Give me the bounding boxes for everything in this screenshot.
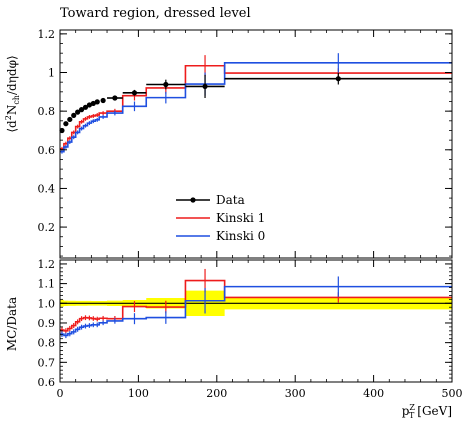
legend-marker-data [190,197,196,203]
x-tick-label: 0 [57,387,64,400]
ratio-series-1-line [60,285,452,337]
ratio-plot-panel: 0.6 0.7 0.8 0.9 1.0 1.1 1.2 0 100 200 300 400 500 [38,258,463,400]
legend-label-data: Data [216,193,245,207]
x-tick-label: 300 [285,387,306,400]
data-point [335,76,341,82]
ratio-series-kinski-0 [60,276,452,339]
y-tick-label: 0.2 [38,221,56,234]
y-tick-label: 0.8 [38,105,56,118]
legend: Data Kinski 1 Kinski 0 [176,193,265,243]
y-tick-label: 1.2 [38,258,56,271]
data-point [90,100,96,107]
data-point [86,102,92,108]
data-point [131,90,138,96]
y-tick-label: 0.6 [38,144,56,157]
x-tick-label: 200 [206,387,227,400]
x-tick-label: 500 [442,387,463,400]
y-axis-label-main: ⟨d2Nch/dηdφ⟩ [4,55,21,132]
ratio-series-kinski-1 [60,268,452,334]
data-point [75,109,81,115]
data-point [67,116,73,123]
y-tick-label: 0.8 [38,337,56,350]
main-frame [59,29,453,259]
main-plot-panel: 0.2 0.4 0.6 0.8 1 1.2 [38,28,453,259]
y-tick-label: 1.2 [38,28,56,41]
legend-label-series: Kinski 0 [216,229,265,243]
data-point [100,97,106,104]
y-tick-label: 1.0 [38,297,56,310]
legend-label-series: Kinski 1 [216,211,265,225]
ratio-frame [59,259,453,383]
x-tick-label: 400 [363,387,384,400]
data-point [71,112,77,119]
data-point [82,104,89,110]
series-1-line [60,62,452,153]
y-axis-label-ratio: MC/Data [5,297,19,351]
data-point [163,81,169,88]
ratio-content [60,268,452,339]
y-tick-label: 0.6 [38,376,56,389]
series-kinski-0 [60,53,452,154]
x-axis-label: pZ T [GeV] [402,403,452,420]
chart-title: Toward region, dressed level [60,6,251,21]
data-point [202,83,208,90]
data-point [112,95,118,101]
y-tick-label: 1 [48,67,55,80]
data-point [78,107,85,113]
y-tick-label: 1.1 [38,278,56,291]
y-tick-label: 0.4 [38,182,56,195]
ratio-series-0-line [60,279,452,332]
x-tick-label: 100 [128,387,149,400]
data-point [63,121,69,127]
series-kinski-1 [60,55,452,151]
data-point [94,99,100,105]
y-tick-label: 0.7 [38,356,56,369]
y-tick-label: 0.9 [38,317,56,330]
series-data [59,72,452,134]
